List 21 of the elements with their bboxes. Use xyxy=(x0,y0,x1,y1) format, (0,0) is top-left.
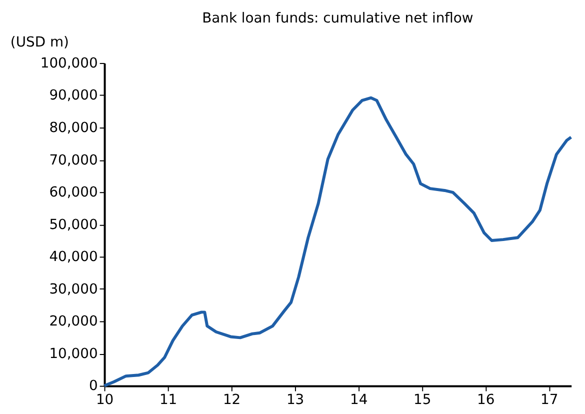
chart-title: Bank loan funds: cumulative net inflow xyxy=(202,10,474,26)
x-tick-label: 10 xyxy=(96,392,114,408)
x-tick-label: 16 xyxy=(477,392,495,408)
y-tick-label: 40,000 xyxy=(49,249,98,266)
x-tick-label: 17 xyxy=(540,392,558,408)
y-tick-label: 90,000 xyxy=(49,88,98,104)
x-tick-label: 14 xyxy=(350,392,368,408)
x-tick-label: 11 xyxy=(159,392,178,408)
y-tick-label: 20,000 xyxy=(49,314,98,330)
y-tick-label: 0 xyxy=(88,378,98,394)
y-axis-title: (USD m) xyxy=(10,34,69,51)
y-tick-label: 30,000 xyxy=(49,281,98,298)
y-tick-label: 100,000 xyxy=(40,55,98,72)
x-tick-label: 12 xyxy=(222,392,241,408)
y-tick-label: 60,000 xyxy=(49,184,98,201)
y-tick-label: 70,000 xyxy=(49,152,98,168)
y-tick-label: 10,000 xyxy=(49,346,98,362)
y-tick-label: 80,000 xyxy=(49,120,98,136)
y-tick-label: 50,000 xyxy=(49,216,98,233)
x-tick-label: 15 xyxy=(413,392,432,408)
x-tick-label: 13 xyxy=(286,392,304,408)
